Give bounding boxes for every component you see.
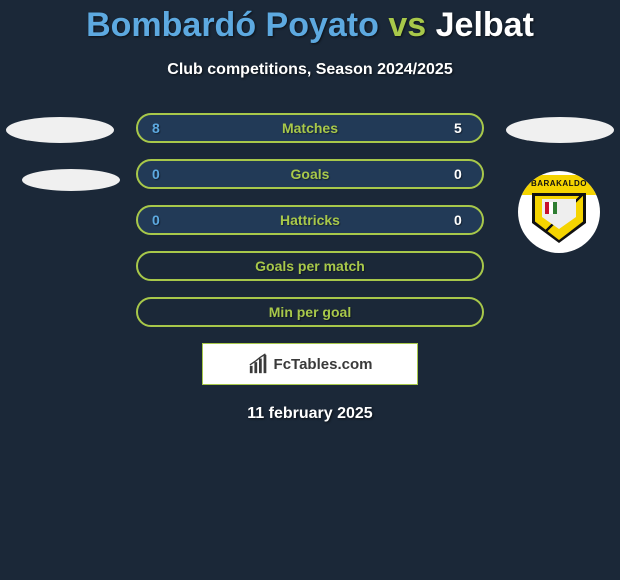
team1c-badge-placeholder: [22, 169, 120, 191]
stat-row: 8Matches5: [136, 113, 484, 143]
stat-right-value: 0: [454, 212, 468, 228]
stat-label: Matches: [166, 120, 454, 136]
stats-section: BARAKALDO 8Matches50Goals00Hattricks0Goa…: [0, 113, 620, 423]
subtitle: Club competitions, Season 2024/2025: [0, 61, 620, 79]
team2-club-badge: BARAKALDO: [518, 171, 600, 253]
stat-label: Goals: [166, 166, 454, 182]
stat-left-value: 0: [152, 212, 166, 228]
stat-row: Goals per match: [136, 251, 484, 281]
stat-row: 0Goals0: [136, 159, 484, 189]
brand-text: FcTables.com: [274, 356, 373, 373]
brand-logo: FcTables.com: [202, 343, 418, 385]
stat-row: Min per goal: [136, 297, 484, 327]
stat-bars: 8Matches50Goals00Hattricks0Goals per mat…: [136, 113, 484, 327]
vs-text: vs: [388, 6, 426, 44]
team1-badge-placeholder: [6, 117, 114, 143]
stat-left-value: 8: [152, 120, 166, 136]
player2-name: Jelbat: [436, 6, 534, 44]
chart-icon: [248, 353, 270, 375]
stat-label: Hattricks: [166, 212, 454, 228]
club-badge-text: BARAKALDO: [522, 175, 596, 195]
stat-row: 0Hattricks0: [136, 205, 484, 235]
page-title: Bombardó Poyato vs Jelbat: [0, 0, 620, 45]
stat-right-value: 0: [454, 166, 468, 182]
date-text: 11 february 2025: [0, 405, 620, 423]
stat-label: Goals per match: [166, 258, 454, 274]
stat-left-value: 0: [152, 166, 166, 182]
stat-right-value: 5: [454, 120, 468, 136]
player1-name: Bombardó Poyato: [86, 6, 379, 44]
shield-icon: [532, 193, 586, 243]
stat-label: Min per goal: [166, 304, 454, 320]
team1b-badge-placeholder: [506, 117, 614, 143]
